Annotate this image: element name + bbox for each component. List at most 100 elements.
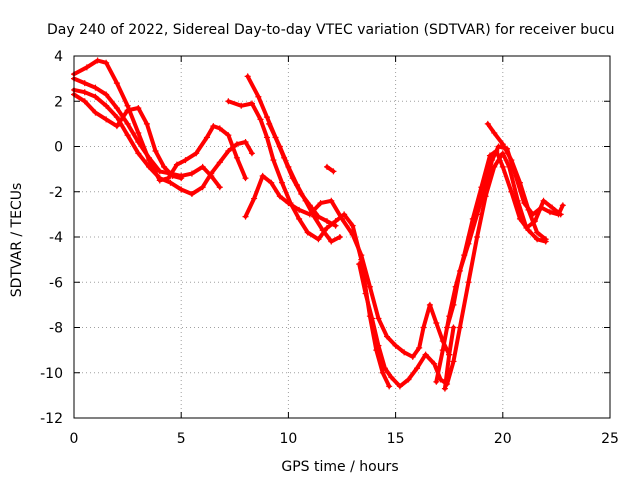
data-point [143, 120, 150, 127]
data-point [546, 209, 553, 216]
data-point [81, 98, 88, 105]
data-point [358, 252, 365, 259]
data-point [188, 191, 195, 198]
data-point [296, 206, 303, 213]
data-point [328, 238, 335, 245]
data-point [103, 91, 110, 98]
data-point [339, 215, 345, 222]
data-point [146, 163, 153, 170]
x-tick-label: 0 [70, 431, 79, 447]
data-point [94, 57, 101, 64]
data-point [375, 342, 382, 349]
data-point [225, 98, 232, 105]
data-point [330, 168, 337, 175]
data-point [135, 105, 142, 112]
data-point [508, 188, 515, 195]
data-point [375, 315, 382, 322]
data-point [266, 120, 273, 127]
data-point [499, 141, 506, 148]
data-point [491, 129, 498, 136]
data-point [257, 116, 264, 123]
series-track-13 [485, 121, 548, 242]
data-point [369, 315, 376, 322]
data-point [401, 349, 408, 356]
data-point [216, 125, 223, 132]
data-point [182, 157, 189, 164]
data-point [311, 213, 318, 220]
data-point [113, 123, 120, 130]
data-point [216, 184, 223, 191]
data-point [135, 150, 142, 157]
data-point [478, 184, 485, 191]
data-point [124, 132, 131, 139]
data-point [516, 179, 523, 186]
data-point [124, 107, 131, 114]
data-point [210, 123, 217, 130]
data-point [146, 154, 153, 161]
data-point [439, 347, 446, 354]
x-tick-label: 5 [177, 431, 186, 447]
data-point [83, 64, 90, 71]
data-point [379, 369, 386, 376]
data-point [446, 351, 453, 358]
data-point [555, 211, 562, 218]
data-point [233, 154, 240, 161]
data-point [366, 283, 373, 290]
data-point [396, 383, 403, 390]
y-tick-label: -4 [49, 230, 63, 246]
data-point [516, 215, 523, 222]
data-point [315, 236, 322, 243]
data-point [542, 236, 549, 243]
x-tick-label: 10 [279, 431, 297, 447]
data-point [332, 222, 339, 229]
series-track-4 [72, 92, 184, 181]
data-point [319, 227, 326, 234]
data-point [156, 175, 163, 182]
data-point [384, 333, 391, 340]
data-point [156, 168, 163, 175]
data-point [304, 229, 311, 236]
data-point [248, 100, 255, 107]
data-point [349, 222, 356, 229]
data-point [336, 234, 343, 240]
x-axis: 0 5 10 15 20 25 [70, 56, 619, 447]
data-point [173, 161, 180, 168]
data-point [81, 80, 88, 87]
data-point [306, 211, 313, 218]
series-track-9 [325, 164, 336, 174]
data-point [474, 234, 481, 240]
data-point [323, 224, 330, 231]
data-point [103, 59, 110, 66]
data-point [113, 80, 120, 87]
y-tick-label: 0 [54, 140, 63, 156]
data-point [193, 150, 200, 157]
data-point [341, 211, 348, 218]
data-point [276, 193, 283, 200]
series-group [71, 57, 566, 392]
data-point [263, 114, 270, 121]
data-point [409, 353, 416, 360]
data-point [328, 197, 335, 204]
data-point [251, 195, 258, 202]
data-point [124, 120, 131, 127]
data-point [188, 170, 195, 177]
data-point [276, 143, 283, 150]
data-point [456, 324, 463, 331]
y-tick-label: -6 [49, 275, 63, 291]
data-point [420, 324, 427, 331]
data-point [484, 120, 491, 127]
data-point [135, 129, 142, 136]
data-point [525, 227, 532, 234]
data-point [255, 93, 262, 100]
y-tick-label: -8 [49, 321, 63, 337]
data-point [113, 105, 120, 112]
data-point [242, 175, 249, 182]
data-point [450, 324, 457, 331]
data-point [441, 385, 448, 392]
data-point [208, 170, 215, 177]
data-point [323, 163, 330, 170]
data-point [225, 132, 232, 139]
data-point [450, 358, 457, 365]
x-tick-label: 25 [601, 431, 619, 447]
